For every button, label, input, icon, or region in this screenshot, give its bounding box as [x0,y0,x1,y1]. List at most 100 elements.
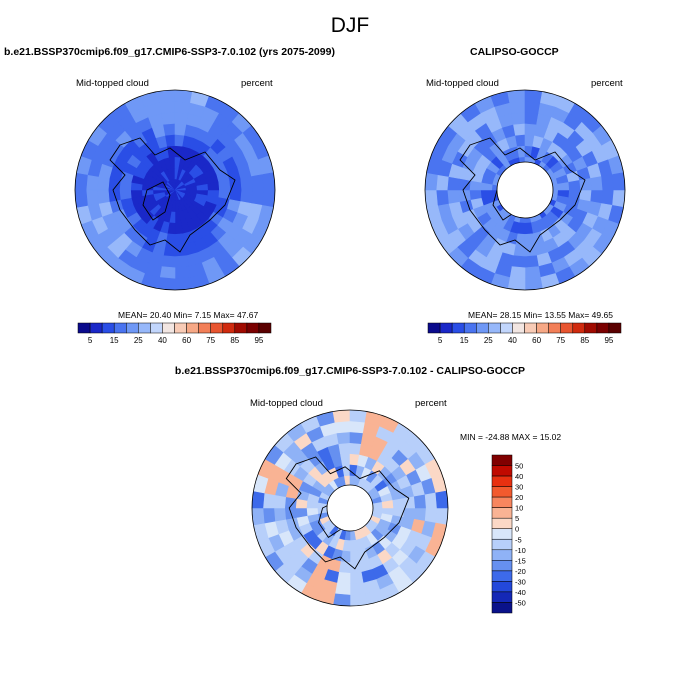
model-max-value: 47.67 [236,310,259,320]
field-cell [174,100,191,114]
colorbar-swatch [174,322,187,334]
colorbar-swatch [491,591,513,603]
field-cell [96,176,110,191]
field-cell [349,582,366,596]
field-cell [349,431,364,445]
missing-data-hole [496,161,554,219]
obs-mean-value: 28.15 [499,310,522,320]
map-boundary [424,89,626,291]
missing-data-hole [326,484,374,532]
field-cell [338,442,351,455]
field-cell [601,174,615,191]
field-cell [425,172,438,191]
field-cell [251,189,265,206]
field-cell [252,507,265,526]
colorbar-swatch [258,322,272,334]
colorbar-swatch [491,486,513,498]
field-cell [457,189,471,202]
colorbar-tick-label: -30 [515,577,526,586]
model-variable-label: Mid-topped cloud [76,78,149,89]
colorbar-swatch [427,322,441,334]
colorbar-swatch [512,322,525,334]
field-cell [507,277,526,290]
obs-map [424,89,626,291]
field-cell [612,172,625,191]
colorbar-swatch [126,322,139,334]
model-min-value: 7.15 [194,310,212,320]
colorbar-tick-label: 25 [484,336,493,345]
field-cell [85,174,99,191]
field-cell [601,189,615,206]
field-cell [515,134,526,147]
colorbar-tick-label: 85 [230,336,239,345]
colorbar-swatch [476,322,489,334]
field-cell [424,507,438,524]
obs-colorbar: 5 15 25 40 60 75 85 95 [427,322,622,345]
colorbar-swatch [572,322,586,334]
colorbar-tick-label: 0 [515,525,519,534]
field-cell [590,189,604,204]
field-cell [524,233,535,246]
colorbar-swatch [491,570,513,582]
colorbar-tick-label: -10 [515,546,526,555]
field-cell [392,498,405,509]
colorbar-swatch [491,539,513,551]
field-cell [96,189,110,204]
field-cell [524,90,543,103]
field-cell [469,189,482,200]
field-cell [435,490,448,509]
field-cell [413,507,427,522]
model-mean-label: MEAN= [118,310,148,320]
colorbar-swatch [491,475,513,487]
field-cell [435,507,448,526]
colorbar-swatch [246,322,260,334]
field-cell [513,122,526,136]
colorbar-swatch [524,322,537,334]
colorbar-tick-label: 25 [134,336,143,345]
colorbar-swatch [89,322,103,334]
diff-units-label: percent [415,398,447,409]
model-map [74,89,276,291]
field-cell [446,176,460,191]
field-cell [262,189,275,208]
obs-min-value: 13.55 [544,310,566,320]
colorbar-tick-label: 95 [254,336,263,345]
colorbar-tick-label: -40 [515,588,526,597]
colorbar-tick-label: 85 [580,336,589,345]
greenland-coastline [142,181,171,221]
obs-units-label: percent [591,78,623,89]
field-cell [75,172,88,191]
colorbar-swatch [491,507,513,519]
colorbar-tick-label: -50 [515,599,526,608]
obs-max-value: 49.65 [591,310,613,320]
field-cell [159,100,176,114]
coastline [459,137,586,253]
coastline [285,456,410,570]
coastline [109,137,236,253]
field-cell [425,189,438,208]
field-cell [524,277,543,290]
colorbar-tick-label: 5 [88,336,93,345]
colorbar-tick-label: 75 [206,336,215,345]
field-cell [262,507,276,524]
field-cell [273,494,287,509]
field-cell [218,180,231,191]
field-cell [161,255,176,269]
model-max-label: Max= [213,310,235,320]
colorbar-tick-label: -5 [515,535,522,544]
colorbar-swatch [186,322,199,334]
field-cell [107,189,121,202]
field-cell [163,122,176,136]
field-cell [165,134,176,147]
field-cell [174,255,189,269]
colorbar-tick-label: 95 [604,336,613,345]
colorbar-swatch [210,322,224,334]
field-cell [435,174,449,191]
field-cell [590,176,604,191]
colorbar-swatch [491,517,513,529]
field-cell [340,453,351,466]
colorbar-swatch [491,549,513,561]
colorbar-swatch [198,322,211,334]
